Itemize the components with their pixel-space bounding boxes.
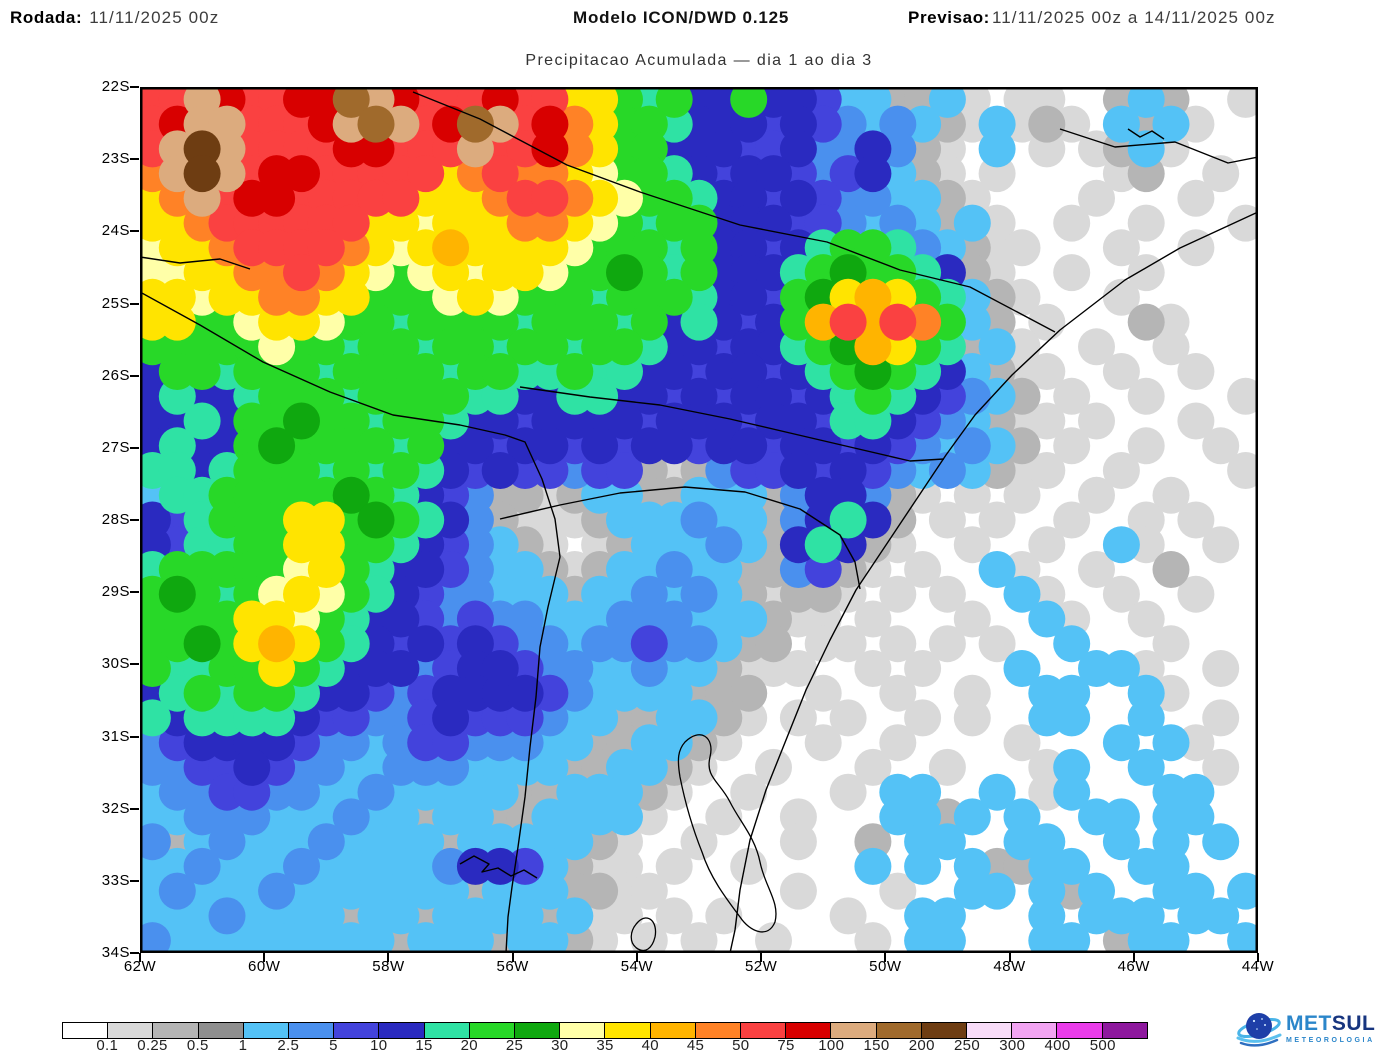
legend-value-label: 0.1	[96, 1037, 119, 1054]
legend-value-label: 150	[863, 1037, 890, 1054]
lon-tick-label: 52W	[744, 958, 778, 975]
legend-value-label: 25	[505, 1037, 524, 1054]
lat-tick-label: 26S	[101, 366, 130, 384]
lon-tick-label: 50W	[869, 958, 902, 975]
logo-sul: SUL	[1331, 1012, 1376, 1035]
color-scale-labels: 0.1 0.25 0.5 1 2.5 5 10 15 20 25 30 35 40 45 50 75 100 15…	[62, 1037, 1148, 1054]
legend-value-label: 35	[596, 1037, 614, 1054]
lon-tick-label: 56W	[496, 958, 529, 975]
lat-tick-mark	[130, 374, 139, 377]
legend-swatch	[1101, 1022, 1148, 1039]
legend-value-label: 40	[641, 1037, 659, 1054]
legend-value-label: 30	[551, 1037, 569, 1054]
legend-value-label: 50	[732, 1037, 750, 1054]
lon-tick-label: 54W	[620, 958, 654, 975]
lat-tick-mark	[130, 86, 139, 88]
forecast-range: Previsao: 11/11/2025 00z a 14/11/2025 00z	[908, 8, 1276, 28]
lat-tick-mark	[130, 519, 139, 521]
lat-tick-mark	[130, 807, 139, 810]
run-info: Rodada: 11/11/2025 00z	[10, 8, 219, 28]
legend-value-label: 0.25	[137, 1037, 168, 1054]
lon-tick-mark	[511, 953, 514, 962]
legend-value-label: 2.5	[277, 1037, 300, 1054]
lon-tick-label: 60W	[248, 958, 281, 975]
legend-value-label: 20	[460, 1037, 478, 1054]
color-scale-legend	[62, 1022, 1148, 1039]
lon-tick-mark	[1008, 953, 1011, 962]
lon-tick-mark	[884, 953, 887, 962]
lat-tick-label: 32S	[101, 799, 130, 817]
forecast-range-label: Previsao:	[908, 8, 990, 27]
legend-value-label: 400	[1044, 1037, 1071, 1054]
lon-tick-mark	[760, 953, 763, 962]
lon-tick-label: 44W	[1241, 958, 1275, 975]
legend-value-label: 500	[1089, 1037, 1116, 1054]
lon-tick-mark	[1257, 953, 1259, 962]
lat-tick-label: 24S	[101, 222, 130, 240]
lat-tick-label: 25S	[101, 294, 130, 312]
lon-tick-label: 46W	[1117, 958, 1150, 975]
lat-tick-mark	[130, 952, 139, 954]
lon-tick-mark	[139, 953, 141, 962]
legend-value-label: 200	[908, 1037, 935, 1054]
lon-tick-label: 48W	[993, 958, 1026, 975]
lat-tick-label: 31S	[101, 727, 130, 745]
precipitation-map	[140, 87, 1258, 953]
legend-value-label: 100	[818, 1037, 845, 1054]
lat-tick-mark	[130, 591, 139, 594]
model-name: Modelo ICON/DWD 0.125	[573, 8, 790, 27]
lat-tick-mark	[130, 735, 139, 738]
lat-tick-mark	[130, 879, 139, 882]
legend-value-label: 45	[686, 1037, 705, 1054]
legend-value-label: 10	[370, 1037, 388, 1054]
lat-tick-mark	[130, 230, 139, 233]
logo-text: METSUL METEOROLOGIA	[1286, 1013, 1375, 1044]
legend-value-label: 75	[777, 1037, 795, 1054]
lat-tick-label: 27S	[101, 438, 130, 456]
legend-value-label: 1	[238, 1037, 248, 1054]
lat-tick-label: 30S	[101, 655, 130, 673]
plot-title: Precipitacao Acumulada — dia 1 ao dia 3	[525, 52, 873, 69]
precipitation-field-canvas	[140, 87, 1258, 953]
planet-icon	[1236, 1013, 1282, 1047]
lat-tick-mark	[130, 158, 139, 161]
run-info-value: 11/11/2025 00z	[89, 8, 220, 27]
legend-value-label: 15	[415, 1037, 433, 1054]
lon-tick-mark	[387, 953, 390, 962]
lat-tick-label: 23S	[101, 150, 130, 168]
lon-tick-mark	[1132, 953, 1135, 962]
metsul-logo: METSUL METEOROLOGIA	[1236, 1006, 1396, 1052]
lat-tick-mark	[130, 302, 139, 305]
run-info-label: Rodada:	[10, 8, 83, 27]
lon-tick-mark	[263, 953, 266, 962]
legend-value-label: 250	[954, 1037, 980, 1054]
lat-tick-mark	[130, 663, 139, 666]
lat-tick-label: 34S	[101, 944, 130, 961]
logo-met: MET	[1286, 1012, 1332, 1035]
logo-subtitle: METEOROLOGIA	[1286, 1037, 1375, 1044]
lat-tick-label: 29S	[101, 583, 130, 601]
lon-tick-mark	[635, 953, 638, 962]
lat-tick-label: 33S	[101, 871, 130, 889]
legend-value-label: 300	[999, 1037, 1026, 1054]
legend-value-label: 5	[329, 1037, 338, 1054]
forecast-range-value: 11/11/2025 00z a 14/11/2025 00z	[991, 8, 1276, 27]
lon-tick-label: 58W	[372, 958, 405, 975]
lat-tick-mark	[130, 446, 139, 449]
lat-tick-label: 28S	[101, 511, 130, 528]
lat-tick-label: 22S	[101, 78, 130, 95]
lon-tick-label: 62W	[123, 958, 157, 975]
legend-value-label: 0.5	[186, 1037, 209, 1054]
